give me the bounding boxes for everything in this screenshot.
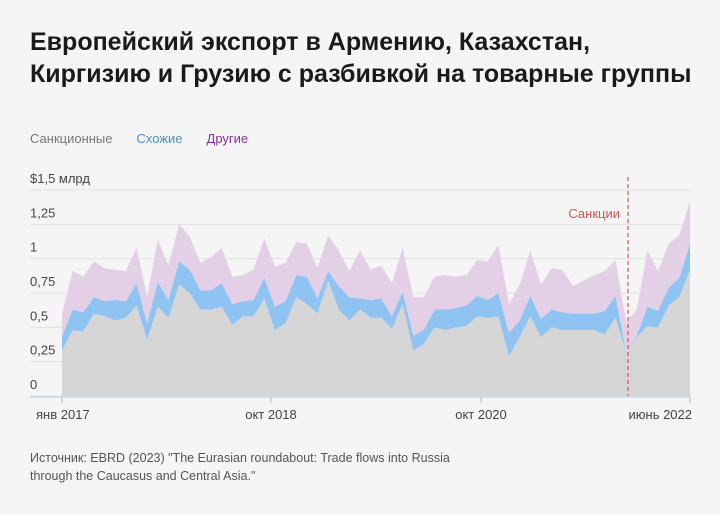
area-series-3 (62, 200, 690, 353)
legend-item-other: Другие (206, 131, 249, 146)
y-tick-label: $1,5 млрд (30, 171, 90, 186)
x-tick-label: янв 2017 (36, 407, 90, 422)
sanctions-label: Санкции (568, 206, 620, 221)
y-tick-label: 0 (30, 377, 37, 392)
y-tick-label: 1,25 (30, 205, 55, 220)
chart-title: Европейский экспорт в Армению, Казахстан… (30, 28, 692, 88)
x-tick-label: окт 2020 (455, 407, 507, 422)
x-tick-label: июнь 2022 (629, 407, 693, 422)
x-tick-label: окт 2018 (245, 407, 297, 422)
y-tick-label: 0,25 (30, 343, 55, 358)
y-tick-label: 0,75 (30, 274, 55, 289)
area-series-1 (62, 269, 690, 396)
legend-item-sanctioned: Санкционные (30, 131, 113, 146)
y-tick-label: 1 (30, 240, 37, 255)
legend: Санкционные Схожие Другие (30, 131, 248, 146)
source-note: Источник: EBRD (2023) "The Eurasian roun… (30, 451, 450, 483)
y-tick-label: 0,5 (30, 308, 48, 323)
legend-item-similar: Схожие (136, 131, 183, 146)
area-series-2 (62, 243, 690, 357)
